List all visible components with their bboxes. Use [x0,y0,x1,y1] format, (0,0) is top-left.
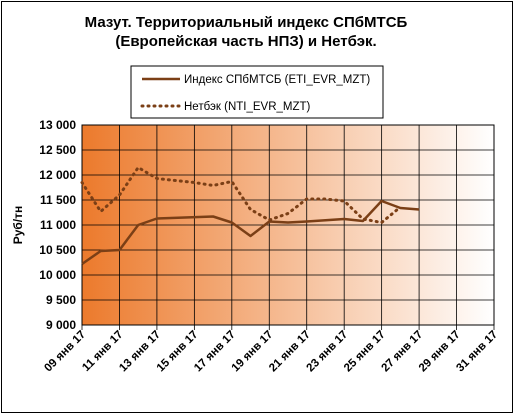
chart-title-line-2: (Европейская часть НПЗ) и Нетбэк. [115,33,376,50]
legend: Индекс СПбМТСБ (ETI_EVR_MZT) Нетбэк (NTI… [130,65,384,119]
y-tick-label: 10 000 [39,268,76,282]
legend-box [130,65,384,119]
y-tick-label: 12 500 [39,143,76,157]
y-tick-label: 9 500 [46,293,76,307]
legend-label-netback: Нетбэк (NTI_EVR_MZT) [184,101,311,113]
y-axis-label: Руб/тн [11,206,25,245]
plot-border [81,124,495,326]
chart-title-line-1: Мазут. Территориальный индекс СПбМТСБ [85,14,408,31]
y-tick-label: 11 000 [40,218,76,232]
series-lines [80,166,420,266]
y-tick-label: 10 500 [39,243,76,257]
series-line-index [81,199,420,266]
legend-label-index: Индекс СПбМТСБ (ETI_EVR_MZT) [184,74,370,86]
x-tick-label: 31 янв 17 [454,329,500,375]
y-tick-label: 9 000 [46,318,76,332]
y-tick-label: 12 000 [39,168,76,182]
y-axis-ticks: 9 000 9 500 10 000 10 500 11 000 11 500 12 000… [39,118,76,332]
series-line-netback [80,166,402,224]
y-tick-label: 11 500 [40,193,76,207]
y-tick-label: 13 000 [39,118,76,132]
